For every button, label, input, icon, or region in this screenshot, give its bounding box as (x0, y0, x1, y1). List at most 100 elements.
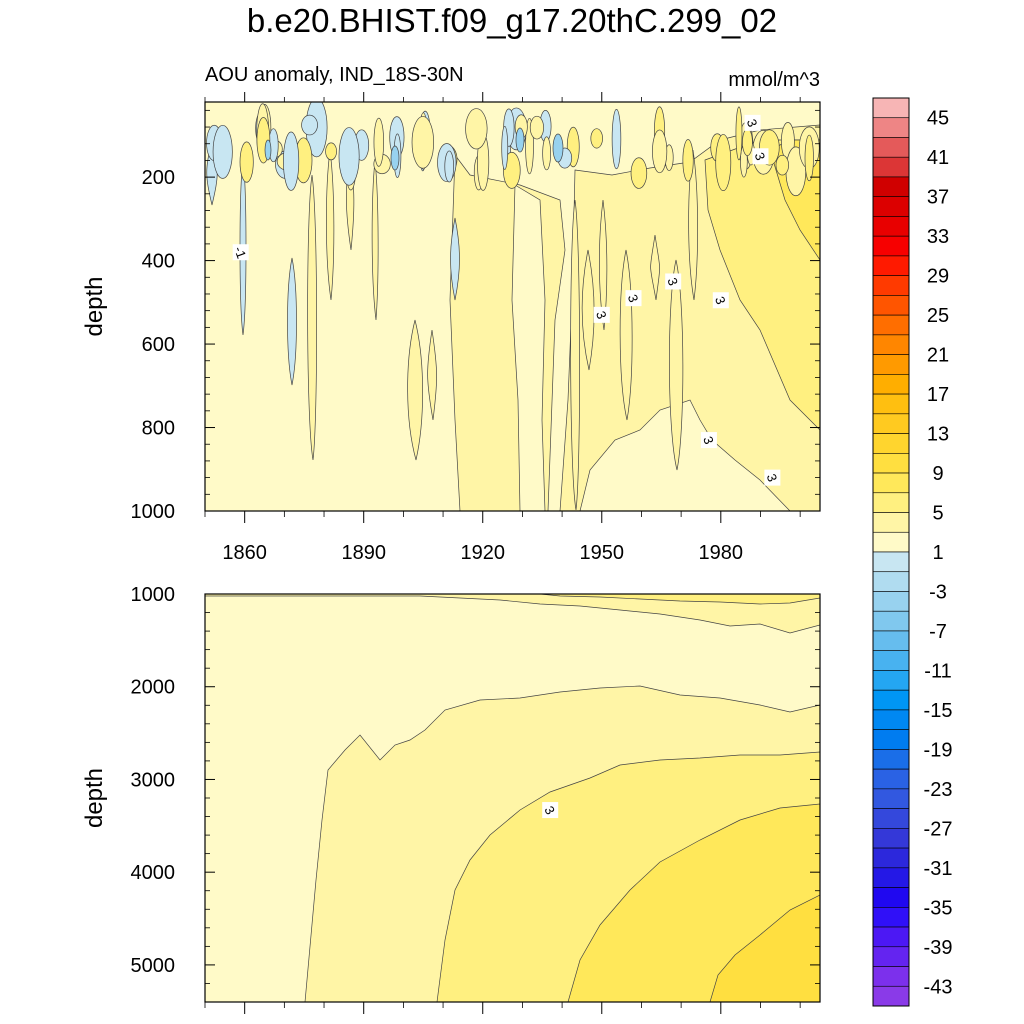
top-layer-patch (501, 125, 509, 170)
panel-units-label: mmol/m^3 (728, 69, 820, 91)
colorbar-label: 29 (927, 266, 949, 288)
colorbar-swatch (872, 512, 910, 533)
top-layer-patch (715, 134, 732, 192)
contour-label: -1 (231, 244, 249, 260)
colorbar-swatch (872, 689, 910, 711)
colorbar-label: 17 (927, 384, 949, 406)
level5-upper-band (539, 594, 820, 605)
colorbar-swatch (872, 334, 910, 355)
colorbar-label: 45 (927, 108, 949, 130)
top-layer-patch (590, 128, 603, 149)
contour-label-box (593, 306, 610, 323)
top-layer-patch (804, 134, 814, 182)
top-layer-patch (652, 129, 668, 174)
panel-subtitle-left: AOU anomaly, IND_18S-30N (205, 64, 464, 86)
colorbar-swatch (872, 591, 910, 612)
contour-label: 3 (744, 117, 761, 129)
colorbar-label: 9 (932, 463, 943, 485)
colorbar-label: 21 (927, 345, 949, 367)
level3-streak (371, 159, 379, 321)
top-layer-patch (465, 108, 488, 150)
negative-anomaly-streak (450, 217, 460, 301)
colorbar-swatch (872, 571, 910, 592)
colorbar-swatch (872, 472, 910, 494)
contour-label-box (542, 802, 559, 819)
colorbar-swatch (872, 729, 910, 750)
top-layer-patch (682, 139, 694, 182)
upper-panel-frame (204, 101, 821, 512)
contour-label: 3 (664, 276, 681, 288)
colorbar-label: -43 (924, 976, 953, 998)
level3-upper-band (205, 594, 820, 634)
colorbar-label: -35 (924, 897, 953, 919)
colorbar-swatch (872, 117, 910, 138)
x-tick-label: 1860 (222, 542, 267, 564)
y-tick-label: 800 (142, 418, 175, 440)
level3-streak (326, 149, 335, 301)
level3-streak (688, 149, 698, 301)
colorbar-swatch (872, 314, 910, 336)
colorbar-label: -31 (924, 858, 953, 880)
top-layer-patch (325, 142, 337, 161)
colorbar-swatch (872, 926, 910, 948)
chart-title: b.e20.BHIST.f09_g17.20thC.299_02 (246, 2, 778, 39)
top-layer-patch (742, 128, 753, 156)
y-tick-label: 200 (142, 167, 175, 189)
colorbar-label: -3 (929, 581, 947, 603)
colorbar-swatch (872, 749, 910, 770)
contour-label: 3 (764, 472, 781, 484)
contour-label: 3 (593, 309, 610, 321)
top-layer-patch (239, 141, 254, 183)
level3-streak (650, 234, 660, 301)
x-tick-label: 1950 (580, 542, 625, 564)
colorbar-label: -19 (924, 739, 953, 761)
colorbar-swatch (872, 828, 910, 849)
top-layer-patch (735, 106, 743, 161)
colorbar-swatch (872, 97, 910, 119)
top-layer-patch (529, 115, 544, 140)
top-layer-patch-strong (264, 139, 272, 161)
top-layer-patch (542, 136, 551, 171)
y-tick-label: 2000 (131, 677, 176, 699)
colorbar-swatch (872, 650, 910, 671)
x-tick-label: 1890 (341, 542, 386, 564)
colorbar-frame (872, 97, 910, 1007)
colorbar-swatch (872, 966, 910, 987)
level3-region-center (449, 153, 566, 511)
colorbar-swatch (872, 374, 910, 395)
contour-label-box (752, 148, 769, 165)
level3-streak (427, 329, 437, 421)
colorbar-swatch (872, 788, 910, 809)
top-layer-patch-strong (390, 145, 400, 171)
colorbar-label: 13 (927, 424, 949, 446)
level9-deep-region (709, 894, 820, 1002)
contour-label-box (232, 244, 249, 261)
level3-streak (307, 174, 317, 461)
y-tick-label: 600 (142, 334, 175, 356)
top-layer-patch (775, 154, 789, 176)
colorbar-label: 37 (927, 187, 949, 209)
colorbar-swatch (872, 768, 910, 790)
colorbar-label: -27 (924, 818, 953, 840)
colorbar-label: -15 (924, 700, 953, 722)
y-axis-label: depth (81, 276, 108, 336)
colorbar-swatch (872, 670, 910, 691)
x-tick-label: 1980 (699, 542, 744, 564)
colorbar-swatch (872, 907, 910, 928)
colorbar-swatch (872, 551, 910, 573)
lower-panel-field: 3 (205, 594, 820, 1002)
contour-label-box (665, 273, 682, 290)
colorbar-swatch (872, 531, 910, 553)
contour-label: 3 (712, 294, 729, 306)
y-tick-label: 4000 (131, 862, 176, 884)
contour-label-box (764, 469, 781, 486)
colorbar-swatch (872, 867, 910, 888)
colorbar-swatch (872, 433, 910, 454)
level3-streak (407, 319, 423, 461)
colorbar-swatch (872, 156, 910, 178)
top-layer-patch (212, 124, 233, 179)
colorbar-swatch (872, 393, 910, 415)
colorbar-swatch (872, 492, 910, 513)
top-layer-patch (411, 116, 435, 169)
